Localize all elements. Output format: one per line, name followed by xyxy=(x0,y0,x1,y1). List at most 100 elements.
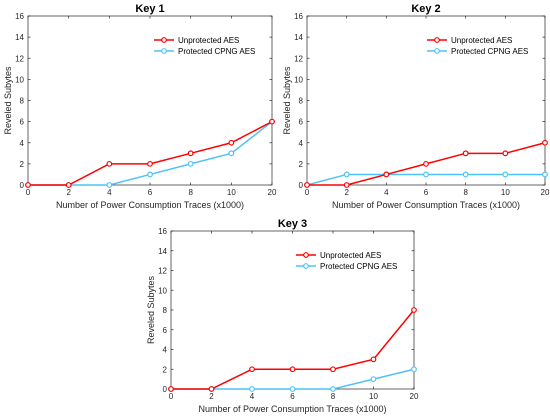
legend-swatch-marker xyxy=(161,37,167,43)
x-tick-label: 2 xyxy=(66,188,71,197)
data-point-protected xyxy=(106,182,113,188)
legend-swatch-marker xyxy=(303,252,309,258)
chart-key-2: Key 2 0 2 4 6 8 10 20 0 2 4 6 8 10 12 14 16 Number of Pow… xyxy=(282,3,550,210)
data-point-unprotected xyxy=(106,160,113,167)
legend-swatch-marker xyxy=(434,48,440,54)
data-point-unprotected xyxy=(462,150,469,157)
chart-title: Key 1 xyxy=(135,3,164,15)
data-point-protected xyxy=(411,366,417,373)
data-point-unprotected xyxy=(208,386,215,392)
x-tick-label: 8 xyxy=(188,188,193,197)
y-tick-label: 14 xyxy=(15,33,24,42)
y-tick-label: 6 xyxy=(20,118,25,127)
x-tick-label: 6 xyxy=(290,392,295,401)
y-tick-label: 10 xyxy=(158,286,167,295)
y-tick-label: 4 xyxy=(20,139,25,148)
data-point-unprotected xyxy=(168,386,174,392)
y-tick-label: 14 xyxy=(158,247,167,256)
y-tick-label: 10 xyxy=(294,75,303,84)
data-point-unprotected xyxy=(411,307,417,313)
y-axis-label: Reveled Subytes xyxy=(146,275,156,344)
x-tick-label: 0 xyxy=(169,392,174,401)
legend-label: Protected CPNG AES xyxy=(320,262,397,271)
y-tick-label: 16 xyxy=(158,227,167,236)
y-tick-label: 6 xyxy=(299,118,304,127)
data-point-unprotected xyxy=(65,182,72,188)
plot-frame xyxy=(170,230,415,390)
plot-frame xyxy=(306,15,546,186)
x-tick-label: 4 xyxy=(384,188,389,197)
data-point-protected xyxy=(542,171,548,178)
y-tick-label: 8 xyxy=(163,306,168,315)
data-point-protected xyxy=(423,171,429,178)
data-point-protected xyxy=(249,386,255,392)
y-axis-label: Reveled Subytes xyxy=(3,66,13,135)
data-point-unprotected xyxy=(383,171,390,178)
y-tick-label: 2 xyxy=(299,160,304,169)
legend-swatch-marker xyxy=(303,263,309,269)
x-tick-label: 20 xyxy=(541,188,550,197)
y-tick-label: 12 xyxy=(294,54,303,63)
chart-key-3: Key 3 0 2 4 6 8 10 20 0 2 4 6 8 10 12 14 16 Number of Pow… xyxy=(146,218,419,414)
legend-label: Unprotected AES xyxy=(178,36,239,45)
x-tick-label: 6 xyxy=(424,188,429,197)
data-point-unprotected xyxy=(542,139,548,146)
data-point-protected xyxy=(147,171,153,178)
data-point-protected xyxy=(343,171,350,178)
y-tick-label: 6 xyxy=(163,326,168,335)
x-axis-label: Number of Power Consumption Traces (x100… xyxy=(332,200,520,210)
legend-label: Protected CPNG AES xyxy=(178,47,255,56)
x-axis-label: Number of Power Consumption Traces (x100… xyxy=(198,404,386,414)
y-tick-label: 2 xyxy=(20,160,25,169)
legend-label: Protected CPNG AES xyxy=(451,47,528,56)
y-tick-label: 16 xyxy=(15,12,24,21)
data-point-protected xyxy=(187,160,194,167)
x-tick-label: 2 xyxy=(209,392,214,401)
chart-title: Key 2 xyxy=(411,3,440,15)
data-point-unprotected xyxy=(423,160,429,167)
data-point-protected xyxy=(228,150,235,157)
chart-key-1: Key 1 0 2 4 6 8 10 20 0 2 4 6 8 10 12 14 16 Number of Pow… xyxy=(3,3,277,210)
data-point-unprotected xyxy=(330,366,336,373)
plot-frame xyxy=(27,15,273,186)
x-tick-label: 8 xyxy=(463,188,468,197)
data-point-protected xyxy=(370,376,377,383)
x-tick-label: 10 xyxy=(369,392,378,401)
x-tick-label: 6 xyxy=(148,188,153,197)
legend-label: Unprotected AES xyxy=(320,251,381,260)
data-point-unprotected xyxy=(187,150,194,157)
y-tick-label: 0 xyxy=(299,181,304,190)
y-tick-label: 12 xyxy=(15,54,24,63)
data-point-unprotected xyxy=(249,366,255,373)
y-tick-label: 12 xyxy=(158,267,167,276)
data-point-protected xyxy=(330,386,336,392)
data-point-unprotected xyxy=(228,139,235,146)
legend-label: Unprotected AES xyxy=(451,36,512,45)
x-axis-label: Number of Power Consumption Traces (x100… xyxy=(56,200,244,210)
data-point-unprotected xyxy=(269,118,275,125)
x-tick-label: 8 xyxy=(331,392,336,401)
y-tick-label: 0 xyxy=(163,385,168,394)
legend-swatch-marker xyxy=(161,48,167,54)
x-tick-label: 10 xyxy=(227,188,236,197)
data-point-unprotected xyxy=(25,182,31,188)
y-tick-label: 2 xyxy=(163,365,168,374)
data-point-unprotected xyxy=(370,356,377,363)
chart-title: Key 3 xyxy=(278,218,307,230)
y-tick-label: 4 xyxy=(163,346,168,355)
data-point-unprotected xyxy=(147,160,153,167)
data-point-protected xyxy=(462,171,469,178)
x-tick-label: 0 xyxy=(26,188,31,197)
data-point-protected xyxy=(289,386,296,392)
y-tick-label: 8 xyxy=(299,97,304,106)
x-tick-label: 2 xyxy=(344,188,349,197)
y-tick-label: 0 xyxy=(20,181,25,190)
x-tick-label: 0 xyxy=(305,188,310,197)
x-tick-label: 10 xyxy=(501,188,510,197)
y-tick-label: 4 xyxy=(299,139,304,148)
data-point-unprotected xyxy=(502,150,509,157)
y-tick-label: 10 xyxy=(15,75,24,84)
x-tick-label: 4 xyxy=(107,188,112,197)
x-tick-label: 20 xyxy=(410,392,419,401)
